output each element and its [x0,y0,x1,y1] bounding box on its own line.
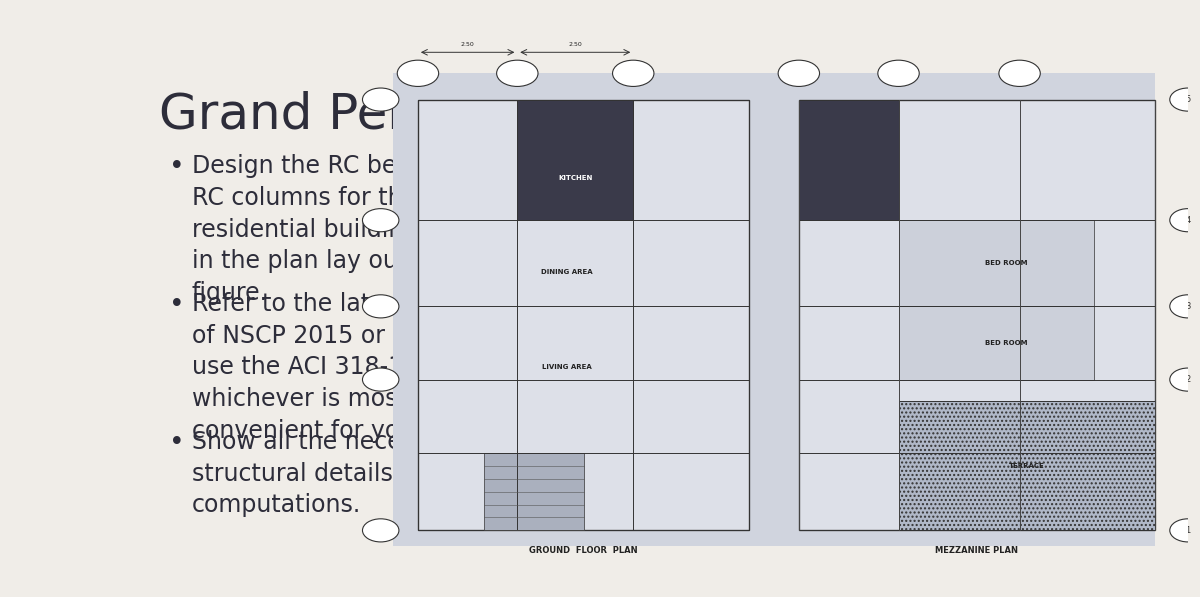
Bar [899,401,1154,530]
Bar [799,100,899,220]
Bar [899,306,1094,380]
Bar [899,220,1094,306]
Text: 3: 3 [378,302,383,311]
Text: Design the RC beams and
RC columns for the
residential building shown
in the pla: Design the RC beams and RC columns for t… [192,155,502,305]
Text: MEZZANINE PLAN: MEZZANINE PLAN [935,546,1019,555]
Circle shape [1170,208,1200,232]
Text: BED ROOM: BED ROOM [985,340,1027,346]
Circle shape [612,60,654,87]
Circle shape [878,60,919,87]
Circle shape [1170,295,1200,318]
Text: LIVING AREA: LIVING AREA [542,364,592,370]
Text: Show all the necessary
structural details and
computations.: Show all the necessary structural detail… [192,430,464,518]
Text: 5: 5 [378,95,383,104]
Text: C: C [1016,68,1024,78]
Circle shape [397,60,439,87]
Circle shape [362,208,398,232]
Circle shape [998,60,1040,87]
Bar [517,100,634,220]
Text: •: • [168,430,185,456]
Circle shape [362,368,398,391]
Text: 4: 4 [378,216,383,224]
Circle shape [1170,88,1200,111]
Text: 1: 1 [378,526,383,535]
Text: Grand Performance Task: Grand Performance Task [160,90,769,138]
Text: •: • [168,293,185,318]
Text: 2: 2 [378,375,383,384]
Text: 3: 3 [1186,302,1190,311]
Circle shape [1170,368,1200,391]
Circle shape [362,519,398,542]
Text: DINING AREA: DINING AREA [541,269,593,275]
Text: C: C [630,68,637,78]
Text: 2: 2 [1186,375,1190,384]
Text: 4: 4 [1186,216,1190,224]
Text: 5: 5 [1186,95,1190,104]
Bar [418,100,749,530]
Circle shape [362,88,398,111]
Text: A: A [796,68,803,78]
Bar [485,453,583,530]
Bar [799,100,1154,530]
Text: TERRACE: TERRACE [1009,463,1044,469]
Text: GROUND  FLOOR  PLAN: GROUND FLOOR PLAN [529,546,638,555]
Text: •: • [168,155,185,180]
Text: Refer to the latest edition
of NSCP 2015 or you may
use the ACI 318-19
whichever: Refer to the latest edition of NSCP 2015… [192,293,496,443]
Circle shape [362,295,398,318]
Text: B: B [514,68,521,78]
Text: KITCHEN: KITCHEN [558,175,593,181]
Text: BED ROOM: BED ROOM [985,260,1027,266]
Text: 2.50: 2.50 [569,42,582,47]
Text: A: A [414,68,421,78]
Text: 2.50: 2.50 [461,42,474,47]
Circle shape [1170,519,1200,542]
Text: 1: 1 [1186,526,1190,535]
Text: B: B [895,68,902,78]
Circle shape [778,60,820,87]
Circle shape [497,60,538,87]
